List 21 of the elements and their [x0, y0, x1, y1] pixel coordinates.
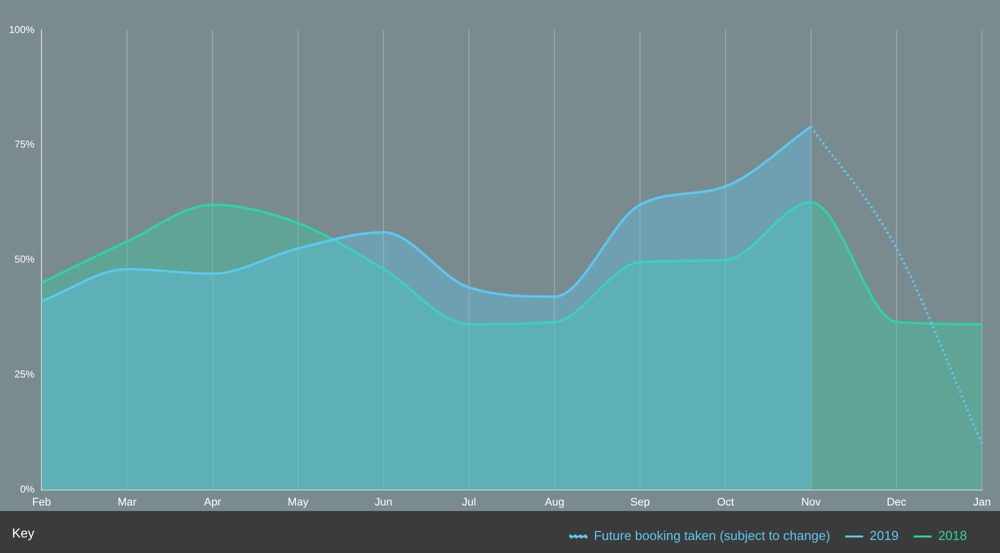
y-tick-label: 0%	[20, 484, 35, 496]
x-tick-label: Jan	[973, 496, 991, 508]
x-tick-label: Dec	[886, 496, 907, 508]
x-tick-label: Feb	[32, 496, 52, 508]
y-tick-label: 75%	[14, 140, 35, 151]
legend-label: 2018	[938, 528, 967, 544]
x-tick-label: Sep	[630, 496, 650, 508]
x-tick-label: Jun	[374, 496, 392, 508]
x-tick-label: Apr	[204, 496, 222, 508]
x-tick-label: Jul	[462, 496, 476, 508]
x-tick-label: Nov	[801, 496, 822, 508]
legend-label: 2019	[870, 528, 899, 544]
x-tick-label: Oct	[716, 496, 734, 508]
x-tick-label: Aug	[544, 496, 564, 508]
legend-title: Key	[12, 526, 35, 541]
y-tick-label: 100%	[9, 24, 35, 36]
x-tick-label: May	[288, 496, 309, 508]
legend-label: Future booking taken (subject to change)	[594, 528, 830, 544]
x-tick-label: Mar	[118, 496, 137, 508]
y-tick-label: 25%	[14, 370, 35, 381]
y-tick-label: 50%	[14, 254, 35, 266]
